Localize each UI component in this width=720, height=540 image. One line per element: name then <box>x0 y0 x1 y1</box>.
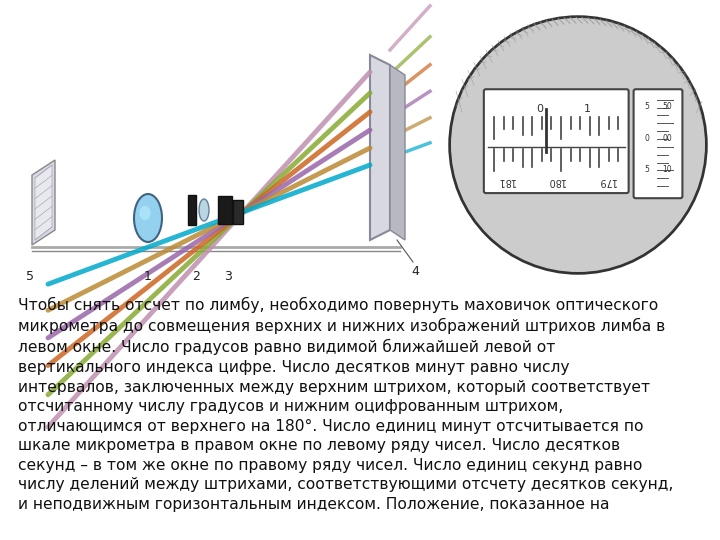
Text: 181: 181 <box>496 176 515 186</box>
Ellipse shape <box>199 199 209 221</box>
Ellipse shape <box>134 194 162 242</box>
Text: 0: 0 <box>536 104 543 114</box>
Text: 180: 180 <box>547 176 565 186</box>
Polygon shape <box>370 55 390 240</box>
Text: 5: 5 <box>644 165 649 174</box>
Text: 2: 2 <box>192 270 200 283</box>
Text: 179: 179 <box>598 176 616 186</box>
Circle shape <box>450 17 706 273</box>
Text: 5: 5 <box>644 103 649 111</box>
Text: 10: 10 <box>662 165 672 174</box>
Polygon shape <box>32 160 55 245</box>
Text: 5: 5 <box>26 270 34 283</box>
Text: 00: 00 <box>662 134 672 143</box>
Ellipse shape <box>140 206 150 220</box>
Circle shape <box>451 18 705 272</box>
Text: 4: 4 <box>411 265 419 278</box>
Text: 1: 1 <box>584 104 590 114</box>
FancyBboxPatch shape <box>188 195 196 225</box>
FancyBboxPatch shape <box>484 89 629 193</box>
FancyBboxPatch shape <box>233 200 243 224</box>
Text: 0: 0 <box>644 134 649 143</box>
Text: 50: 50 <box>662 103 672 111</box>
FancyBboxPatch shape <box>634 89 683 198</box>
Text: 1: 1 <box>144 270 152 283</box>
Polygon shape <box>390 65 405 240</box>
Text: 3: 3 <box>224 270 232 283</box>
FancyBboxPatch shape <box>218 196 232 224</box>
Polygon shape <box>35 165 52 240</box>
Text: Чтобы снять отсчет по лимбу, необходимо повернуть маховичок оптического
микромет: Чтобы снять отсчет по лимбу, необходимо … <box>18 297 673 512</box>
